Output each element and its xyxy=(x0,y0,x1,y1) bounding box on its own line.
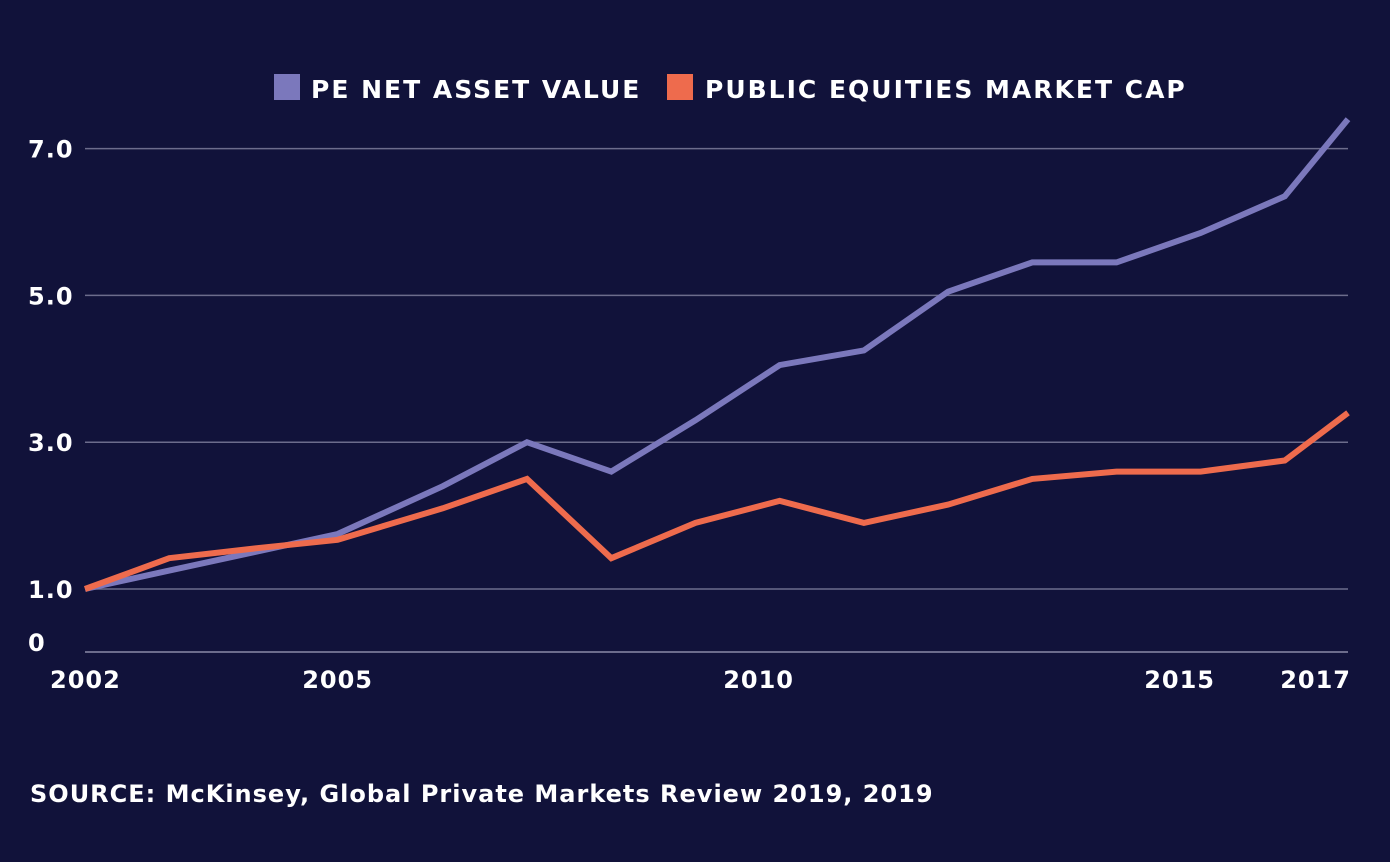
series-line-public-equities xyxy=(83,410,1350,592)
legend-label: PUBLIC EQUITIES MARKET CAP xyxy=(705,75,1187,104)
legend-label: PE NET ASSET VALUE xyxy=(311,75,641,104)
x-tick-label: 2010 xyxy=(723,666,794,694)
legend-swatch xyxy=(274,74,300,100)
legend-swatch xyxy=(667,74,693,100)
x-tick-label: 2015 xyxy=(1144,666,1215,694)
x-tick-label: 2017 xyxy=(1280,666,1351,694)
x-axis-ticks: 2002 2005 2010 2015 2017 xyxy=(50,666,1351,694)
source-note: SOURCE: McKinsey, Global Private Markets… xyxy=(30,780,934,808)
y-tick-label: 5.0 xyxy=(28,282,74,310)
y-tick-label: 7.0 xyxy=(28,136,74,164)
y-axis-ticks: 0 1.0 3.0 5.0 7.0 xyxy=(28,136,74,657)
series-lines xyxy=(83,117,1351,592)
y-tick-label: 1.0 xyxy=(28,576,74,604)
gridlines xyxy=(85,147,1348,590)
x-tick-label: 2002 xyxy=(50,666,121,694)
chart-legend: PE NET ASSET VALUE PUBLIC EQUITIES MARKET… xyxy=(274,74,1187,104)
y-tick-label: 0 xyxy=(28,629,46,657)
y-tick-label: 3.0 xyxy=(28,429,74,457)
x-tick-label: 2005 xyxy=(302,666,373,694)
